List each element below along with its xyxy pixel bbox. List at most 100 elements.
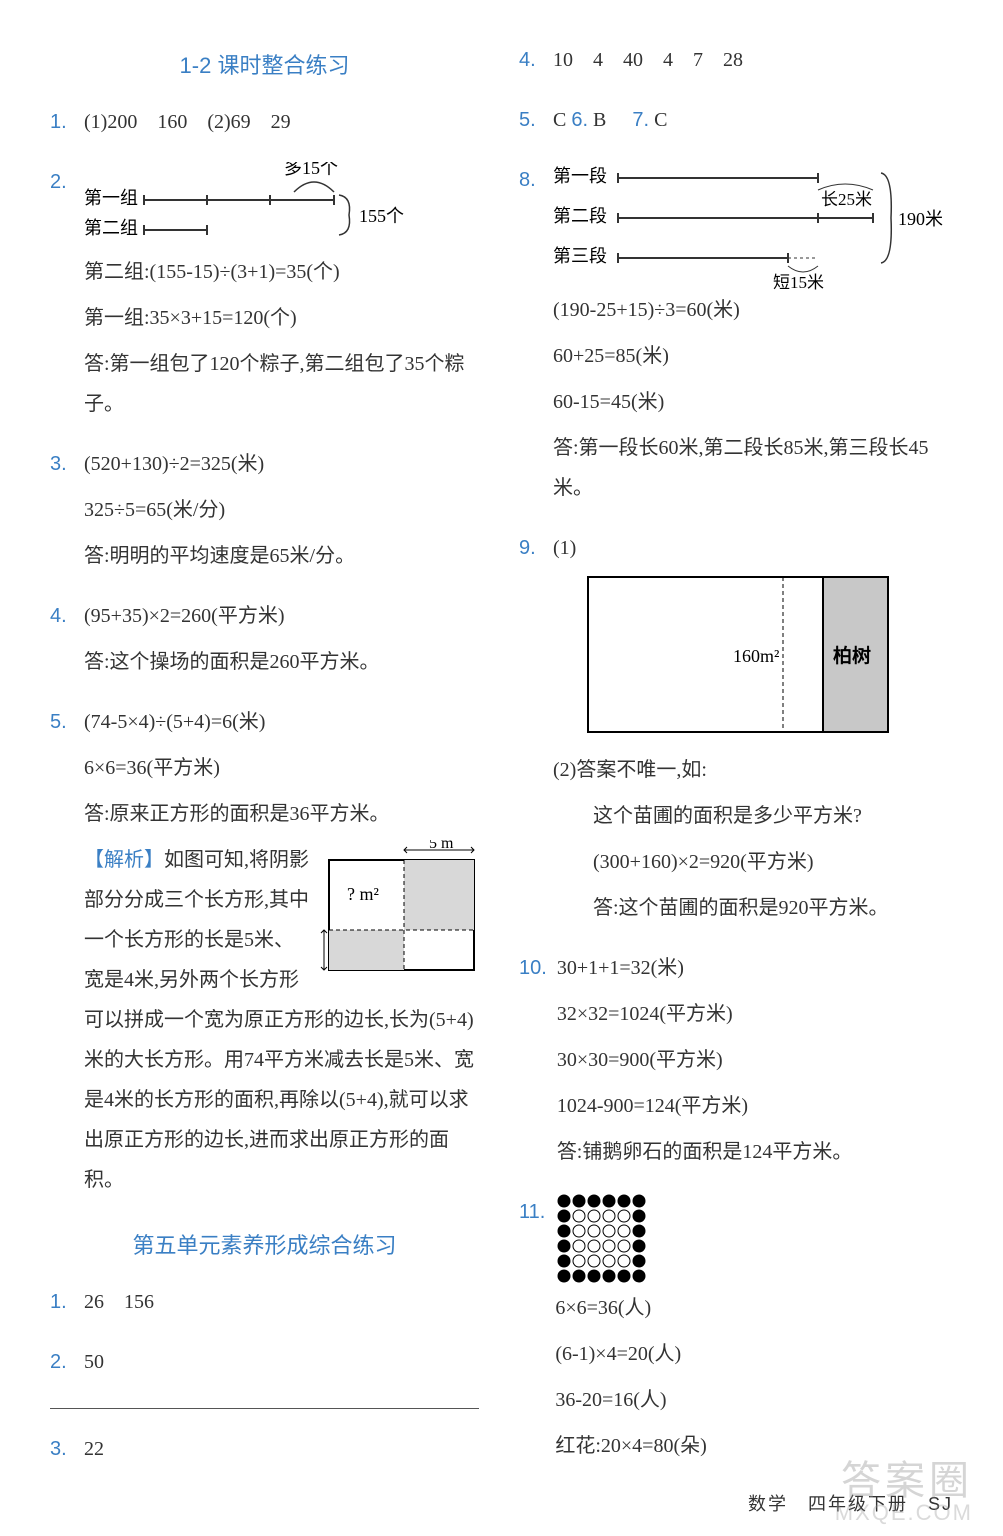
tree-label: 柏树 bbox=[833, 644, 871, 667]
q8-body: 第一段 第二段 长25米 第三段 bbox=[553, 160, 953, 514]
section-title-2: 第五单元素养形成综合练习 bbox=[50, 1228, 479, 1260]
text: 26 156 bbox=[84, 1282, 479, 1322]
qnum: 5. bbox=[519, 100, 543, 146]
question-5: 5. (74-5×4)÷(5+4)=6(米) 6×6=36(平方米) 答:原来正… bbox=[50, 702, 479, 1206]
line: 1024-900=124(平方米) bbox=[557, 1086, 953, 1126]
r-question-5-7: 5. C 6. B 7. C bbox=[519, 100, 953, 146]
line: 36-20=16(人) bbox=[555, 1380, 953, 1420]
qnum: 7. bbox=[632, 109, 649, 131]
qnum: 5. bbox=[50, 702, 74, 1206]
label-top: 5 m bbox=[429, 840, 454, 852]
total-label: 155个 bbox=[359, 206, 404, 226]
qnum: 4. bbox=[519, 40, 543, 86]
row2-label: 第二组 bbox=[84, 218, 138, 238]
q4-body: (95+35)×2=260(平方米) 答:这个操场的面积是260平方米。 bbox=[84, 596, 479, 688]
line: 第二组:(155-15)÷(3+1)=35(个) bbox=[84, 252, 479, 292]
line: (95+35)×2=260(平方米) bbox=[84, 596, 479, 636]
q1-body: (1)200 160 (2)69 29 bbox=[84, 102, 479, 148]
q2-diagram: 第一组 多15个 第二组 155个 bbox=[84, 162, 424, 252]
line: 这个苗圃的面积是多少平方米? bbox=[553, 796, 953, 836]
qnum: 11. bbox=[519, 1192, 545, 1472]
q2-body: 第一组 多15个 第二组 155个 第二组:(155-15)÷(3+1)=35(… bbox=[84, 162, 479, 430]
qnum: 1. bbox=[50, 1282, 74, 1328]
q10-body: 30+1+1=32(米) 32×32=1024(平方米) 30×30=900(平… bbox=[557, 948, 953, 1178]
r-question-9: 9. (1) 160m² 柏树 (2)答案不唯一,如: 这个苗圃的面积是多少平方… bbox=[519, 528, 953, 934]
label-center: ? m² bbox=[347, 884, 379, 904]
text: 22 bbox=[84, 1429, 479, 1469]
line: 答:第一组包了120个粽子,第二组包了35个粽子。 bbox=[84, 344, 479, 424]
row1-label: 第一组 bbox=[84, 188, 138, 208]
area-label: 160m² bbox=[733, 646, 779, 666]
section-title-1: 1-2 课时整合练习 bbox=[50, 48, 479, 80]
question-2: 2. 第一组 多15个 第二组 155个 bbox=[50, 162, 479, 430]
mc-row: C 6. B 7. C bbox=[553, 100, 953, 140]
line: 30+1+1=32(米) bbox=[557, 948, 953, 988]
watermark: 答案圈 bbox=[841, 1448, 973, 1506]
q5-body: (74-5×4)÷(5+4)=6(米) 6×6=36(平方米) 答:原来正方形的… bbox=[84, 702, 479, 1206]
line: 6×6=36(人) bbox=[555, 1288, 953, 1328]
q9-body: (1) 160m² 柏树 (2)答案不唯一,如: 这个苗圃的面积是多少平方米? … bbox=[553, 528, 953, 934]
qnum: 9. bbox=[519, 528, 543, 934]
b-question-2: 2. 50 bbox=[50, 1342, 479, 1388]
line: 答:这个苗圃的面积是920平方米。 bbox=[553, 888, 953, 928]
short: 短15米 bbox=[773, 273, 824, 290]
q7-ans: C bbox=[654, 109, 667, 131]
line: 答:明明的平均速度是65米/分。 bbox=[84, 536, 479, 576]
left-column: 1-2 课时整合练习 1. (1)200 160 (2)69 29 2. 第一组… bbox=[50, 40, 479, 1475]
line: (300+160)×2=920(平方米) bbox=[553, 842, 953, 882]
line: 325÷5=65(米/分) bbox=[84, 490, 479, 530]
qnum: 2. bbox=[50, 162, 74, 430]
label-side: 4 m bbox=[319, 944, 323, 966]
long: 长25米 bbox=[821, 190, 872, 209]
qnum: 4. bbox=[50, 596, 74, 688]
b-question-1: 1. 26 156 bbox=[50, 1282, 479, 1328]
qnum: 10. bbox=[519, 948, 547, 1178]
q5-ans: C bbox=[553, 109, 566, 131]
line: 32×32=1024(平方米) bbox=[557, 994, 953, 1034]
watermark-url: MXQE.COM bbox=[835, 1500, 973, 1526]
qnum: 8. bbox=[519, 160, 543, 514]
line: 答:这个操场的面积是260平方米。 bbox=[84, 642, 479, 682]
q9-figure: 160m² 柏树 bbox=[583, 572, 893, 742]
line: 答:第一段长60米,第二段长85米,第三段长45米。 bbox=[553, 428, 953, 508]
r1: 第一段 bbox=[553, 166, 607, 186]
two-column-layout: 1-2 课时整合练习 1. (1)200 160 (2)69 29 2. 第一组… bbox=[50, 40, 953, 1475]
line: 60-15=45(米) bbox=[553, 382, 953, 422]
qnum: 3. bbox=[50, 444, 74, 582]
question-4: 4. (95+35)×2=260(平方米) 答:这个操场的面积是260平方米。 bbox=[50, 596, 479, 688]
line: 答:原来正方形的面积是36平方米。 bbox=[84, 794, 479, 834]
qnum: 6. bbox=[571, 109, 588, 131]
question-1: 1. (1)200 160 (2)69 29 bbox=[50, 102, 479, 148]
line: 6×6=36(平方米) bbox=[84, 748, 479, 788]
q11-body: 6×6=36(人) (6-1)×4=20(人) 36-20=16(人) 红花:2… bbox=[555, 1192, 953, 1472]
line: 30×30=900(平方米) bbox=[557, 1040, 953, 1080]
r-question-11: 11. 6×6=36(人) (6-1)×4=20(人) 36-20=16(人) … bbox=[519, 1192, 953, 1472]
q3-body: (520+130)÷2=325(米) 325÷5=65(米/分) 答:明明的平均… bbox=[84, 444, 479, 582]
r2: 第二段 bbox=[553, 206, 607, 226]
line: (74-5×4)÷(5+4)=6(米) bbox=[84, 702, 479, 742]
qnum: 3. bbox=[50, 1429, 74, 1475]
divider bbox=[50, 1408, 479, 1409]
part1-label: (1) bbox=[553, 537, 576, 559]
line: (190-25+15)÷3=60(米) bbox=[553, 290, 953, 330]
q11-grid bbox=[555, 1192, 651, 1288]
analysis-label: 【解析】 bbox=[84, 849, 164, 871]
r-question-8: 8. 第一段 第二段 长25米 第三段 bbox=[519, 160, 953, 514]
line: 60+25=85(米) bbox=[553, 336, 953, 376]
q6-ans: B bbox=[593, 109, 606, 131]
r-question-10: 10. 30+1+1=32(米) 32×32=1024(平方米) 30×30=9… bbox=[519, 948, 953, 1178]
b-question-3: 3. 22 bbox=[50, 1429, 479, 1475]
r3: 第三段 bbox=[553, 246, 607, 266]
qnum: 1. bbox=[50, 102, 74, 148]
q5-figure: 5 m ? m² 4 m bbox=[319, 840, 479, 980]
total: 190米 bbox=[898, 209, 943, 229]
right-column: 4. 10 4 40 4 7 28 5. C 6. B 7. C 8. 第一段 bbox=[519, 40, 953, 1475]
r-question-4: 4. 10 4 40 4 7 28 bbox=[519, 40, 953, 86]
q8-diagram: 第一段 第二段 长25米 第三段 bbox=[553, 160, 953, 290]
extra-label: 多15个 bbox=[284, 162, 338, 178]
text: 10 4 40 4 7 28 bbox=[553, 40, 953, 80]
line: 答:铺鹅卵石的面积是124平方米。 bbox=[557, 1132, 953, 1172]
line: (6-1)×4=20(人) bbox=[555, 1334, 953, 1374]
part2-label: (2)答案不唯一,如: bbox=[553, 750, 953, 790]
line: 第一组:35×3+15=120(个) bbox=[84, 298, 479, 338]
